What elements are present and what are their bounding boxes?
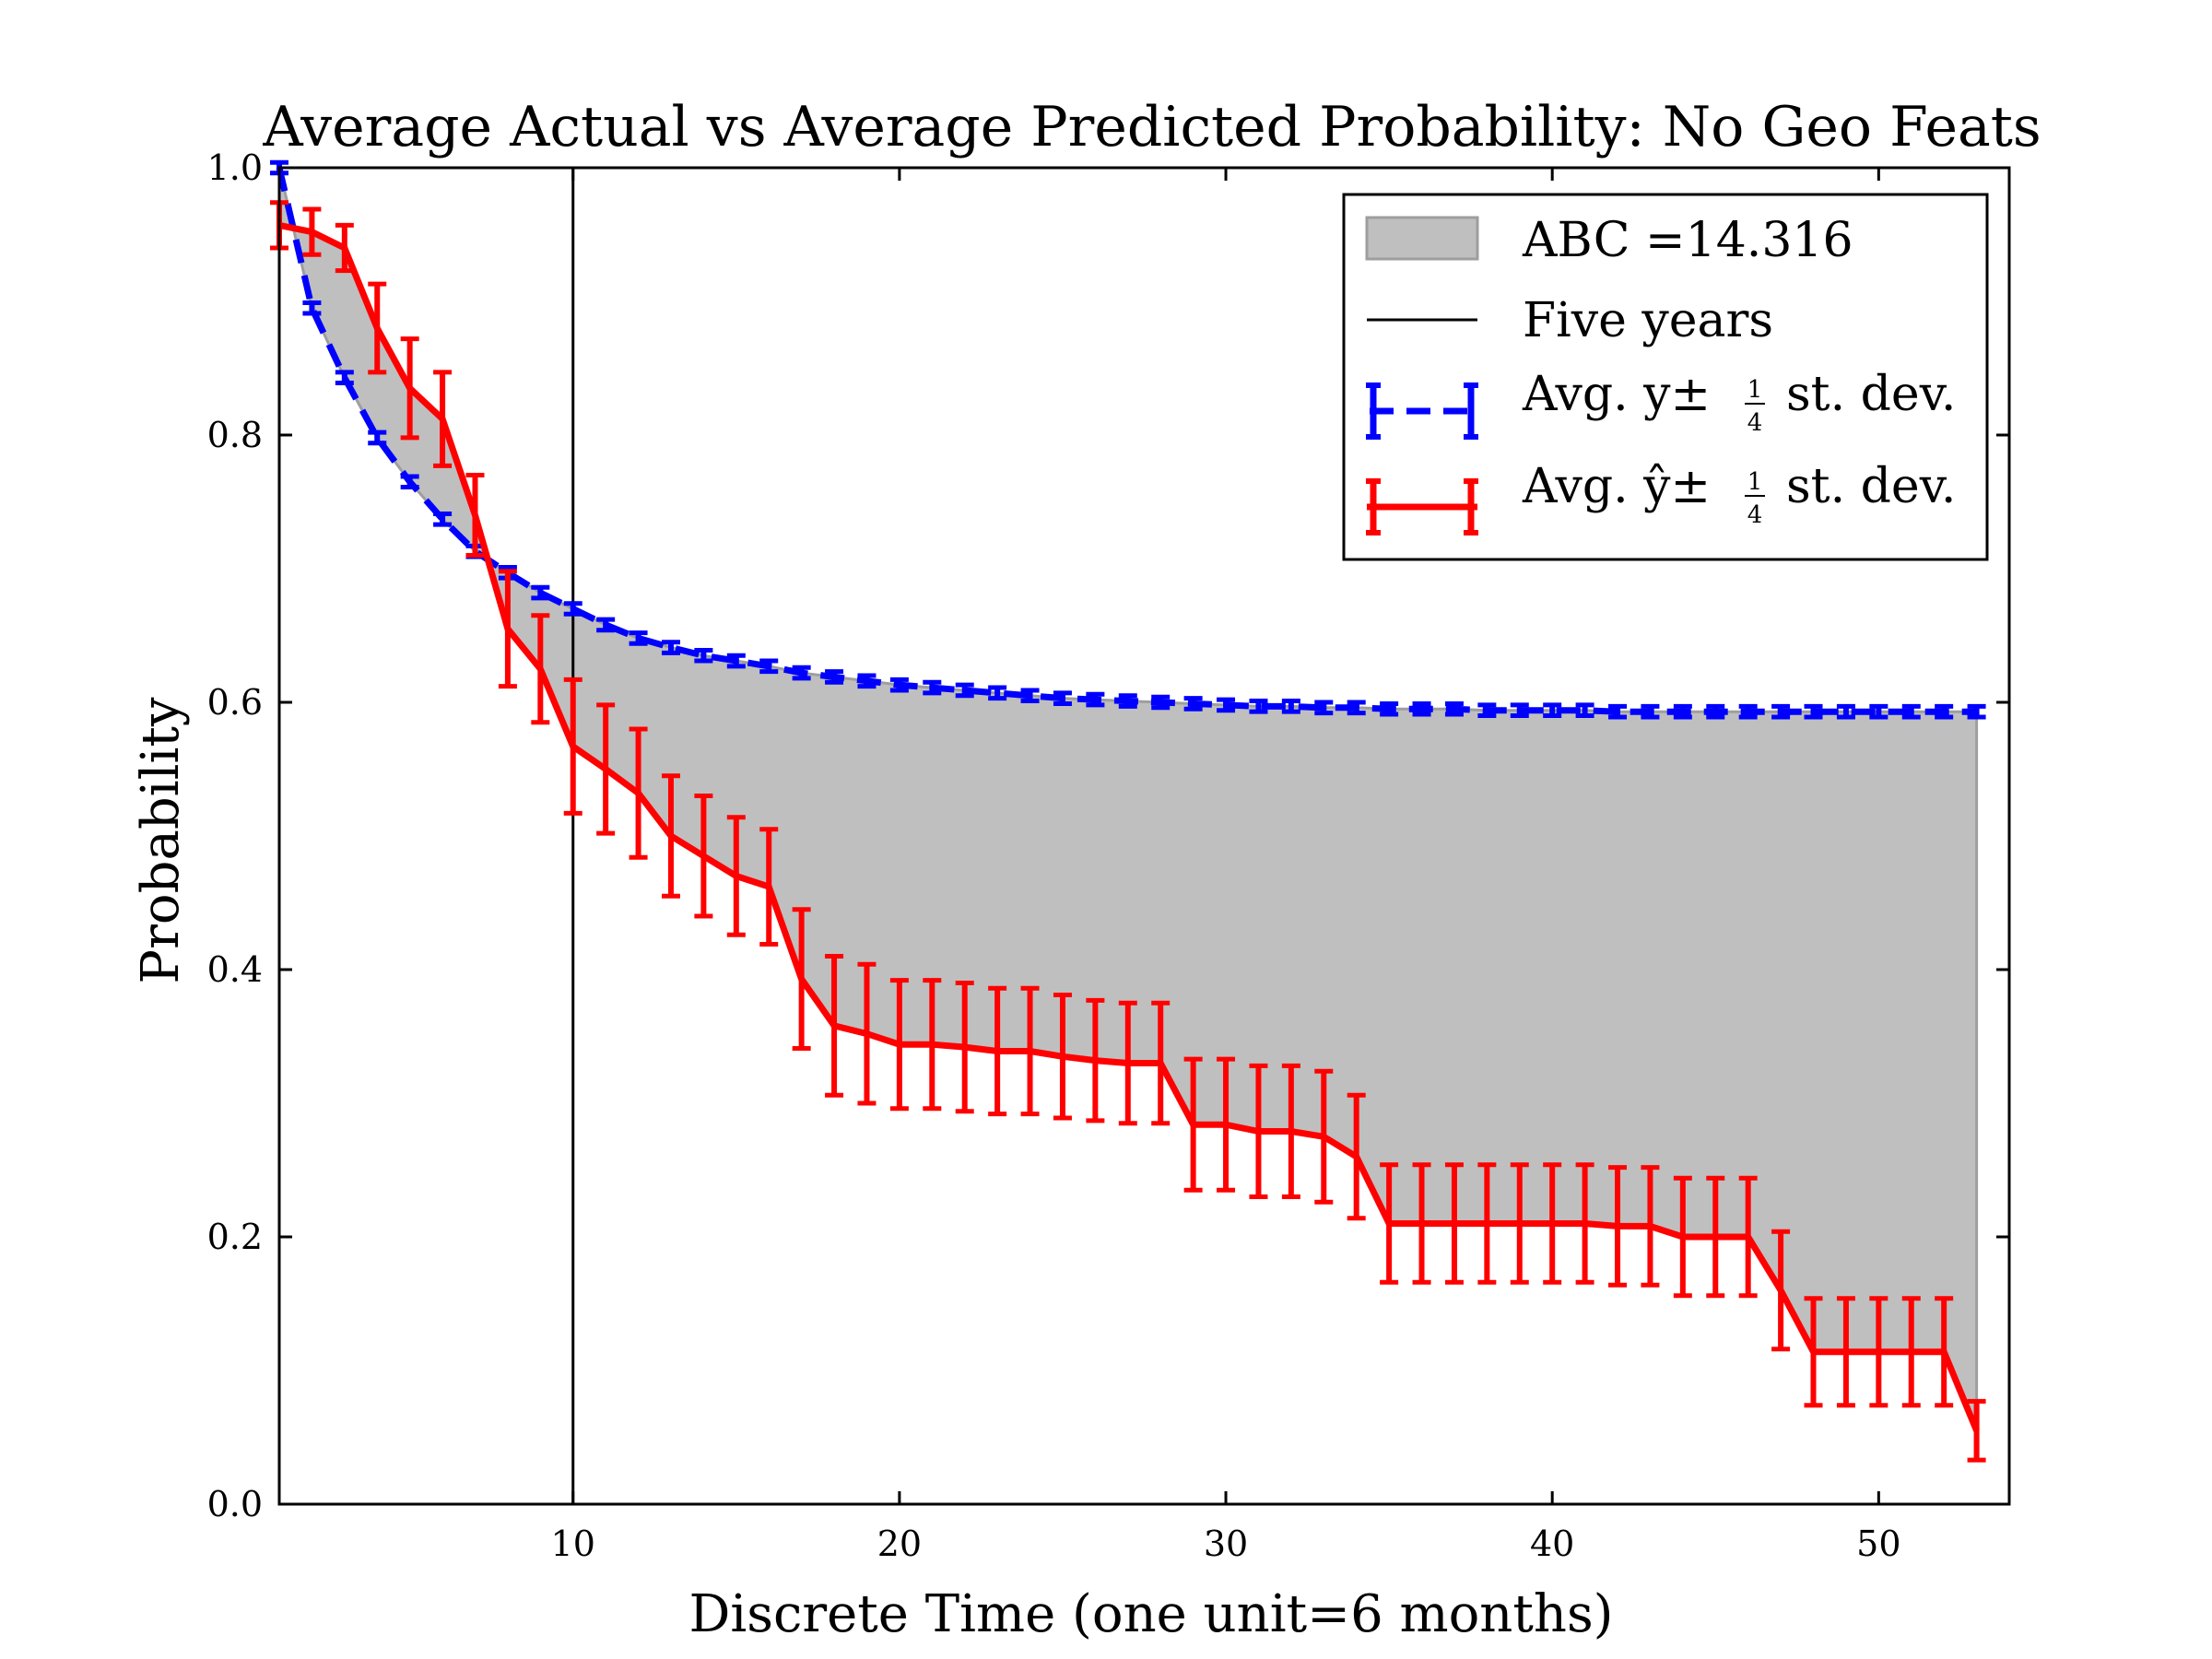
plot-area: 10 20 30 40 50 0.0 0.2 0.4 0.6 0.8 1.0 [207,147,2011,1564]
legend-predicted-swatch [1366,478,1478,535]
x-tick-label: 20 [877,1524,922,1564]
actual-average-line [276,167,1977,715]
svg-text:st. dev.: st. dev. [1786,459,1956,514]
svg-text:1: 1 [1747,468,1763,496]
svg-text:Avg. y±: Avg. y± [1522,367,1711,422]
plot-frame [277,166,2011,1506]
actual-errorbar [1608,703,1628,720]
actual-errorbar [694,647,713,664]
svg-text:Avg. ŷ±: Avg. ŷ± [1522,459,1711,514]
actual-errorbar [1836,703,1855,720]
x-tick-label: 40 [1530,1524,1574,1564]
actual-errorbar [1020,688,1040,704]
x-tick-label: 10 [551,1524,595,1564]
x-tick-label: 30 [1204,1524,1248,1564]
y-axis-ticks: 0.0 0.2 0.4 0.6 0.8 1.0 [207,147,2009,1524]
y-tick-label: 0.0 [207,1484,263,1524]
legend-entry-predicted: Avg. ŷ± 1 4 st. dev. [1522,459,1956,529]
chart-title: Average Actual vs Average Predicted Prob… [262,95,2041,159]
svg-text:1: 1 [1747,376,1763,404]
actual-errorbar [1281,699,1300,714]
y-tick-label: 0.6 [207,682,263,723]
y-axis-label: Probability [131,697,191,983]
y-tick-label: 0.4 [207,949,263,990]
x-axis-ticks: 10 20 30 40 50 [551,168,1901,1564]
x-tick-label: 50 [1856,1524,1900,1564]
svg-text:st. dev.: st. dev. [1786,367,1956,422]
legend-entry-actual: Avg. y± 1 4 st. dev. [1522,367,1956,437]
actual-errorbar [1575,702,1594,718]
y-tick-label: 1.0 [207,147,263,188]
svg-text:4: 4 [1747,409,1763,437]
svg-text:4: 4 [1747,501,1763,529]
actual-errorbar [629,630,648,646]
legend: ABC =14.316 Five years Avg. y± 1 4 st. d… [1342,193,1989,561]
actual-errorbar [955,682,974,699]
predicted-average-line [278,221,1980,1432]
actual-errorbar [726,653,746,669]
legend-entry-abc: ABC =14.316 [1522,213,1853,268]
legend-actual-swatch [1366,382,1478,440]
actual-errorbar [661,640,680,655]
legend-entry-five-years: Five years [1523,293,1773,348]
actual-errorbar [988,685,1007,701]
actual-errorbar [1314,700,1334,716]
actual-errorbar [1249,699,1268,714]
y-tick-label: 0.8 [207,415,263,455]
y-tick-label: 0.2 [207,1217,263,1257]
actual-errorbar [1869,703,1888,720]
x-axis-label: Discrete Time (one unit=6 months) [688,1584,1613,1644]
actual-errorbar [1804,703,1823,720]
legend-fill-swatch [1365,216,1479,261]
actual-errorbar [1543,702,1562,718]
